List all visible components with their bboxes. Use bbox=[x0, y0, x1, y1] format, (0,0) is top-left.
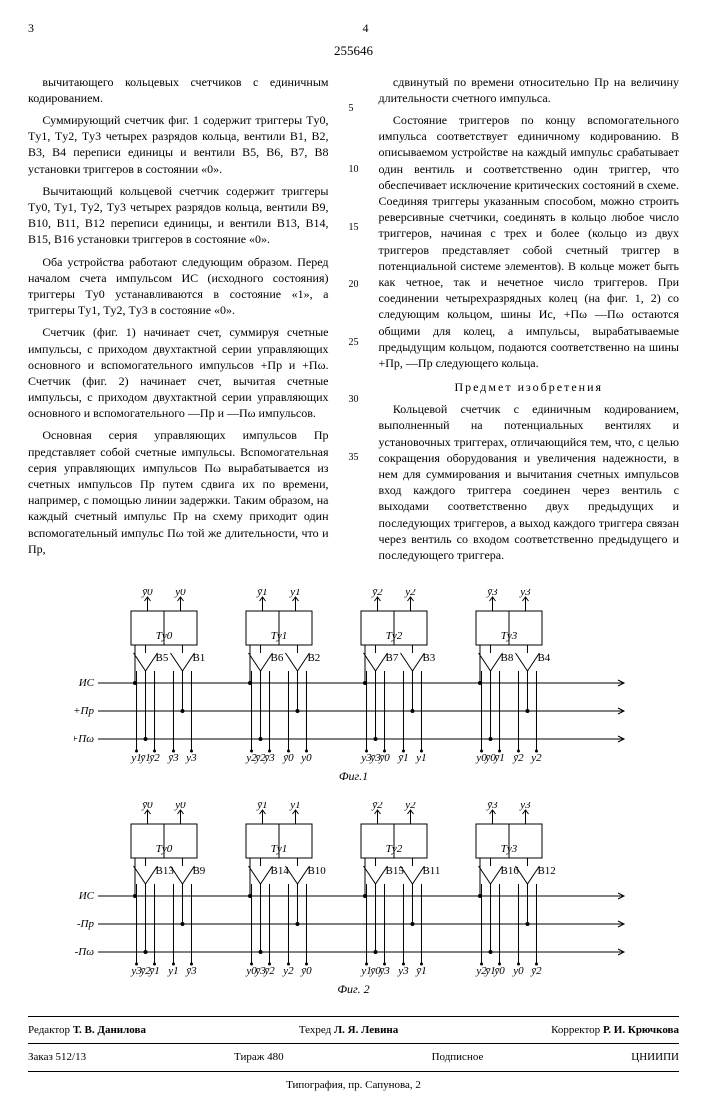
svg-text:B12: B12 bbox=[537, 865, 555, 877]
svg-text:B1: B1 bbox=[192, 652, 205, 664]
svg-text:Tу0: Tу0 bbox=[155, 630, 172, 642]
svg-text:y3: y3 bbox=[185, 752, 197, 764]
svg-text:B4: B4 bbox=[537, 652, 550, 664]
svg-text:ȳ2: ȳ2 bbox=[512, 752, 524, 764]
svg-text:B11: B11 bbox=[422, 865, 440, 877]
svg-text:+Пω: +Пω bbox=[74, 733, 94, 745]
svg-text:ȳ2: ȳ2 bbox=[254, 752, 266, 764]
svg-text:ȳ1: ȳ1 bbox=[397, 752, 408, 764]
left-par-2: Вычитающий кольцевой счетчик содержит тр… bbox=[28, 183, 329, 248]
svg-text:Tу1: Tу1 bbox=[270, 630, 287, 642]
svg-text:B3: B3 bbox=[422, 652, 435, 664]
footer-typo: Типография, пр. Сапунова, 2 bbox=[28, 1078, 679, 1093]
svg-text:ȳ2: ȳ2 bbox=[530, 965, 542, 977]
left-par-1: Суммирующий счетчик фиг. 1 содержит триг… bbox=[28, 112, 329, 177]
svg-text:Tу3: Tу3 bbox=[500, 843, 517, 855]
svg-text:Tу2: Tу2 bbox=[385, 843, 402, 855]
svg-text:+Пр: +Пр bbox=[74, 705, 94, 717]
svg-text:ȳ3: ȳ3 bbox=[167, 752, 179, 764]
svg-text:y2: y2 bbox=[404, 589, 416, 598]
svg-text:ȳ3: ȳ3 bbox=[254, 965, 266, 977]
svg-text:B9: B9 bbox=[192, 865, 205, 877]
svg-text:B5: B5 bbox=[155, 652, 168, 664]
svg-text:B7: B7 bbox=[385, 652, 398, 664]
svg-text:ȳ0: ȳ0 bbox=[369, 965, 381, 977]
svg-text:y1: y1 bbox=[289, 802, 300, 811]
left-par-0: вычитающего кольцевых счетчиков с единич… bbox=[28, 74, 329, 106]
right-column: сдвинутый по времени относительно Пр на … bbox=[379, 74, 680, 569]
svg-text:ȳ3: ȳ3 bbox=[369, 752, 381, 764]
svg-text:-Пр: -Пр bbox=[76, 918, 94, 930]
svg-text:y0: y0 bbox=[174, 802, 186, 811]
line-num-15: 15 bbox=[349, 219, 361, 235]
svg-text:y2: y2 bbox=[282, 965, 294, 977]
footer-rule-1 bbox=[28, 1016, 679, 1017]
doc-number: 255646 bbox=[28, 42, 679, 60]
line-numbers: 5 10 15 20 25 30 35 bbox=[347, 74, 361, 569]
left-par-4: Счетчик (фиг. 1) начинает счет, суммируя… bbox=[28, 324, 329, 421]
svg-text:y3: y3 bbox=[397, 965, 409, 977]
right-par-1: Состояние триггеров по концу вспомогател… bbox=[379, 112, 680, 371]
right-par-0: сдвинутый по времени относительно Пр на … bbox=[379, 74, 680, 106]
line-num-20: 20 bbox=[349, 276, 361, 292]
svg-text:y3: y3 bbox=[519, 802, 531, 811]
svg-text:y1: y1 bbox=[415, 752, 426, 764]
line-num-5: 5 bbox=[349, 100, 361, 116]
svg-text:y3: y3 bbox=[519, 589, 531, 598]
svg-text:ȳ3: ȳ3 bbox=[486, 589, 498, 598]
line-num-30: 30 bbox=[349, 391, 361, 407]
svg-text:y1: y1 bbox=[289, 589, 300, 598]
svg-text:ȳ0: ȳ0 bbox=[282, 752, 294, 764]
svg-text:y2: y2 bbox=[530, 752, 542, 764]
left-column: вычитающего кольцевых счетчиков с единич… bbox=[28, 74, 329, 569]
svg-text:ȳ2: ȳ2 bbox=[371, 802, 383, 811]
svg-text:ИС: ИС bbox=[77, 677, 94, 689]
footer-rule-3 bbox=[28, 1071, 679, 1072]
svg-text:Tу2: Tу2 bbox=[385, 630, 402, 642]
svg-text:ȳ1: ȳ1 bbox=[415, 965, 426, 977]
line-num-10: 10 bbox=[349, 161, 361, 177]
svg-text:ȳ0: ȳ0 bbox=[484, 752, 496, 764]
figure-1: ИС +Пр +Пω Tу0 ȳ0 y0 B5 B1 y1 ȳ2 ȳ1 ȳ3 y3 Tу1 ȳ1 y1 B6 B2… bbox=[28, 589, 679, 784]
svg-text:ȳ1: ȳ1 bbox=[256, 802, 267, 811]
svg-text:y2: y2 bbox=[404, 802, 416, 811]
svg-text:B8: B8 bbox=[500, 652, 513, 664]
svg-text:B10: B10 bbox=[307, 865, 326, 877]
svg-text:ȳ1: ȳ1 bbox=[484, 965, 495, 977]
svg-text:B2: B2 bbox=[307, 652, 320, 664]
claims-text: Кольцевой счетчик с единичным кодировани… bbox=[379, 401, 680, 563]
left-par-5: Основная серия управляющих импульсов Пр … bbox=[28, 427, 329, 557]
svg-text:ȳ0: ȳ0 bbox=[141, 802, 153, 811]
svg-text:Tу3: Tу3 bbox=[500, 630, 517, 642]
line-num-35: 35 bbox=[349, 449, 361, 465]
figure-2: ИС-Пр-ПωTу0ȳ0y0B13B9y3ȳ1ȳ2y1ȳ3Tу1ȳ1y1B14… bbox=[28, 802, 679, 997]
svg-text:ȳ2: ȳ2 bbox=[139, 965, 151, 977]
svg-text:ИС: ИС bbox=[77, 890, 94, 902]
svg-text:Tу1: Tу1 bbox=[270, 843, 287, 855]
svg-text:B6: B6 bbox=[270, 652, 283, 664]
page-num-right: 4 bbox=[363, 20, 680, 36]
claims-title: Предмет изобретения bbox=[379, 379, 680, 395]
svg-text:ȳ0: ȳ0 bbox=[300, 965, 312, 977]
svg-text:ȳ1: ȳ1 bbox=[139, 752, 150, 764]
fig1-caption: Фиг.1 bbox=[28, 768, 679, 784]
footer-rule-2 bbox=[28, 1043, 679, 1044]
footer-staff: Редактор Т. В. Данилова Техред Л. Я. Лев… bbox=[28, 1023, 679, 1038]
svg-text:y0: y0 bbox=[300, 752, 312, 764]
footer-order: Заказ 512/13 Тираж 480 Подписное ЦНИИПИ bbox=[28, 1050, 679, 1065]
svg-text:y0: y0 bbox=[512, 965, 524, 977]
svg-text:ȳ2: ȳ2 bbox=[371, 589, 383, 598]
svg-text:-Пω: -Пω bbox=[74, 946, 94, 958]
svg-text:ȳ1: ȳ1 bbox=[256, 589, 267, 598]
svg-text:y0: y0 bbox=[174, 589, 186, 598]
page-num-left: 3 bbox=[28, 20, 345, 36]
fig2-caption: Фиг. 2 bbox=[28, 981, 679, 997]
line-num-25: 25 bbox=[349, 334, 361, 350]
svg-text:Tу0: Tу0 bbox=[155, 843, 172, 855]
svg-text:ȳ0: ȳ0 bbox=[141, 589, 153, 598]
left-par-3: Оба устройства работают следующим образо… bbox=[28, 254, 329, 319]
svg-text:y1: y1 bbox=[167, 965, 178, 977]
svg-text:ȳ3: ȳ3 bbox=[486, 802, 498, 811]
svg-text:ȳ3: ȳ3 bbox=[185, 965, 197, 977]
